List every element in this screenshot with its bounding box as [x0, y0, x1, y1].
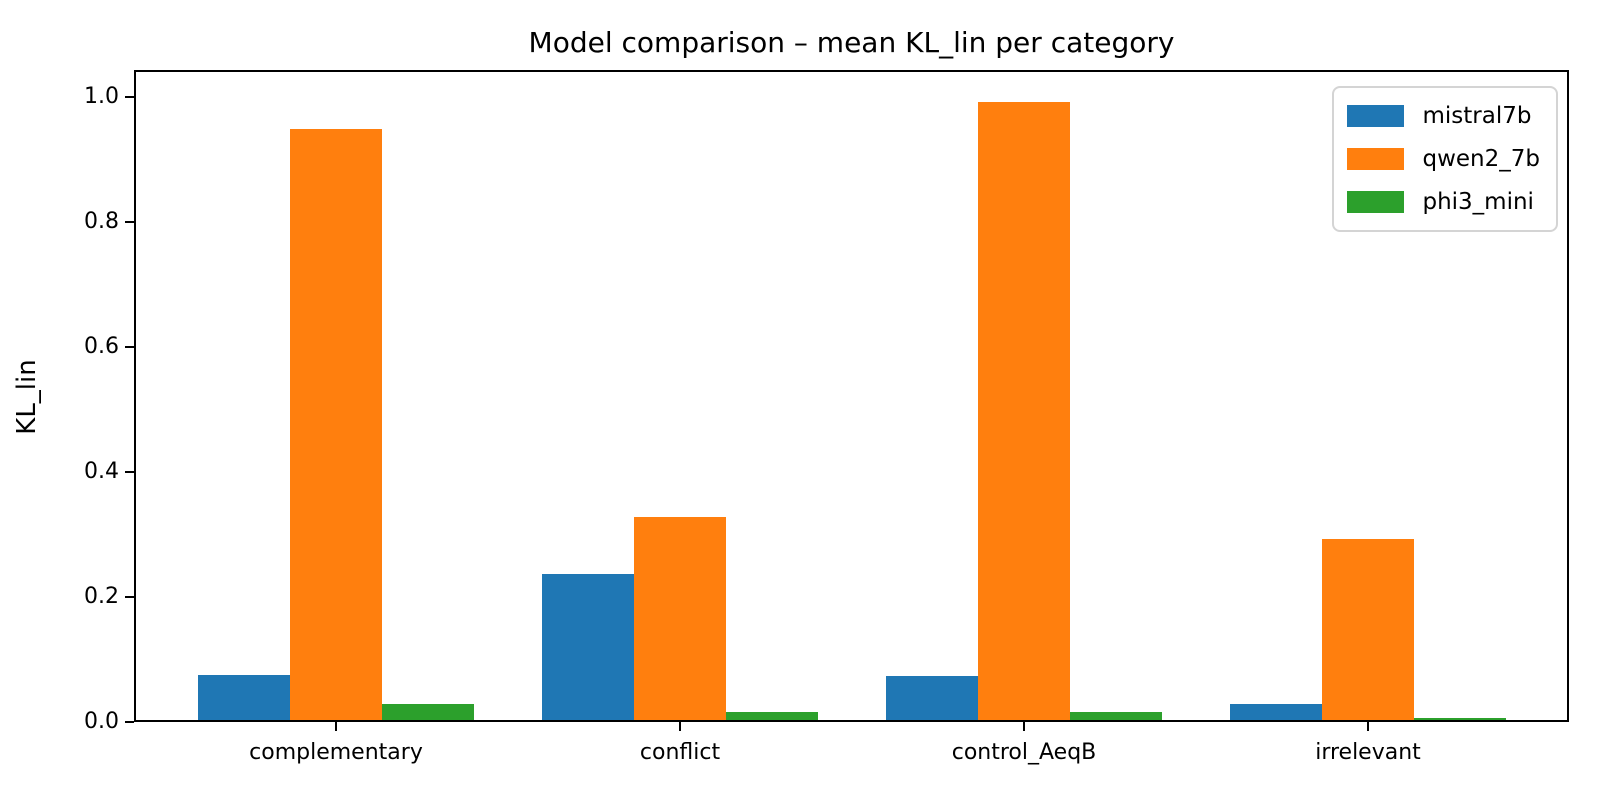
bar-mistral7b-irrelevant — [1230, 704, 1322, 720]
bar-qwen2_7b-complementary — [290, 129, 382, 720]
y-tick-mark — [125, 345, 134, 348]
y-tick-mark — [125, 470, 134, 473]
y-tick-mark — [125, 721, 134, 723]
x-tick-mark — [679, 722, 681, 731]
y-tick-mark — [125, 220, 134, 223]
legend-item-mistral7b: mistral7b — [1347, 97, 1540, 135]
x-tick-label: irrelevant — [1315, 740, 1421, 765]
bar-mistral7b-complementary — [198, 675, 290, 720]
bar-qwen2_7b-control_AeqB — [978, 102, 1070, 720]
legend-item-phi3-mini: phi3_mini — [1347, 183, 1540, 221]
bar-mistral7b-control_AeqB — [886, 676, 978, 720]
y-tick-label: 0.6 — [84, 333, 119, 359]
y-tick-label: 1.0 — [84, 83, 119, 109]
legend-label: qwen2_7b — [1422, 146, 1540, 172]
y-tick-label: 0.0 — [84, 709, 119, 734]
x-tick-mark — [1367, 722, 1369, 731]
x-tick-mark — [335, 722, 337, 731]
bar-phi3_mini-irrelevant — [1414, 718, 1506, 720]
legend-label: phi3_mini — [1422, 189, 1534, 215]
legend-swatch-icon — [1347, 148, 1405, 170]
y-tick-mark — [125, 595, 134, 598]
legend-item-qwen2-7b: qwen2_7b — [1347, 140, 1540, 178]
bar-phi3_mini-conflict — [726, 712, 818, 720]
bar-phi3_mini-control_AeqB — [1070, 712, 1162, 720]
legend: mistral7b qwen2_7b phi3_mini — [1332, 86, 1558, 232]
bar-mistral7b-conflict — [542, 574, 634, 720]
x-tick-label: complementary — [249, 740, 423, 765]
y-tick-label: 0.4 — [84, 458, 119, 484]
y-tick-mark — [125, 95, 134, 98]
legend-label: mistral7b — [1422, 103, 1532, 129]
legend-swatch-icon — [1347, 191, 1405, 213]
plot-area: mistral7b qwen2_7b phi3_mini — [134, 70, 1569, 722]
bar-phi3_mini-complementary — [382, 704, 474, 720]
x-tick-label: conflict — [639, 740, 721, 765]
y-tick-label: 0.2 — [84, 583, 119, 609]
legend-swatch-icon — [1347, 105, 1405, 127]
bar-qwen2_7b-conflict — [634, 517, 726, 720]
bar-qwen2_7b-irrelevant — [1322, 539, 1414, 720]
y-tick-label: 0.8 — [84, 208, 119, 234]
x-tick-mark — [1023, 722, 1025, 731]
x-tick-label: control_AeqB — [951, 740, 1097, 765]
chart-title: Model comparison – mean KL_lin per categ… — [528, 26, 1175, 59]
